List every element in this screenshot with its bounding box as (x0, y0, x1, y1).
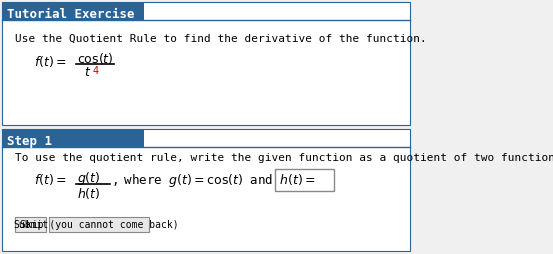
FancyBboxPatch shape (2, 130, 144, 147)
Text: $g(t)$: $g(t)$ (77, 169, 101, 186)
Text: $f(t) =$: $f(t) =$ (34, 54, 66, 69)
FancyBboxPatch shape (2, 3, 144, 21)
Text: Submit: Submit (13, 220, 48, 230)
FancyBboxPatch shape (49, 217, 149, 232)
FancyBboxPatch shape (2, 130, 410, 251)
Text: To use the quotient rule, write the given function as a quotient of two function: To use the quotient rule, write the give… (15, 152, 553, 162)
FancyBboxPatch shape (274, 169, 334, 191)
Text: Tutorial Exercise: Tutorial Exercise (7, 7, 135, 20)
Text: Skip (you cannot come back): Skip (you cannot come back) (20, 220, 179, 230)
Text: Use the Quotient Rule to find the derivative of the function.: Use the Quotient Rule to find the deriva… (15, 34, 427, 44)
FancyBboxPatch shape (2, 3, 410, 125)
Text: $4$: $4$ (92, 64, 100, 76)
Text: ,: , (111, 173, 119, 186)
Text: $t$: $t$ (84, 66, 91, 79)
Text: $\cos(t)$: $\cos(t)$ (77, 51, 113, 66)
Text: Step 1: Step 1 (7, 134, 53, 147)
Text: $f(t) =$: $f(t) =$ (34, 171, 66, 186)
Text: $h(t)$: $h(t)$ (77, 185, 100, 200)
FancyBboxPatch shape (15, 217, 46, 232)
Text: where $g(t) = \cos(t)$ and $h(t) =$: where $g(t) = \cos(t)$ and $h(t) =$ (116, 171, 316, 188)
